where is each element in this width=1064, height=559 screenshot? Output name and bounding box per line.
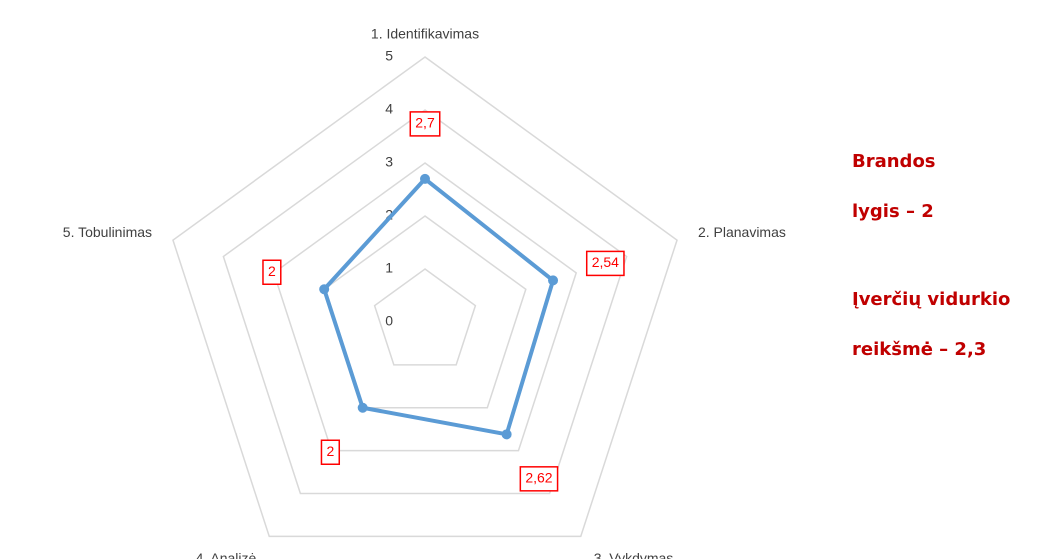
data-point [319, 284, 330, 295]
category-label: 5. Tobulinimas [63, 224, 152, 240]
grid-ring [222, 109, 628, 495]
y-tick-label: 2 [385, 207, 393, 223]
grid-ring [172, 56, 678, 538]
annotation: reikšmė – 2,3 [852, 339, 986, 360]
data-label: 2,62 [525, 470, 552, 486]
data-point [420, 173, 430, 184]
category-label: 1. Identifikavimas [371, 26, 479, 42]
annotation: lygis – 2 [852, 201, 934, 222]
y-tick-label: 3 [385, 154, 393, 170]
grid-ring [323, 215, 527, 409]
grid-ring [272, 162, 578, 452]
data-label: 2,54 [592, 254, 619, 270]
data-point [548, 275, 559, 286]
data-label-box [262, 259, 282, 285]
y-tick-label: 0 [385, 313, 393, 329]
y-tick-label: 5 [385, 48, 393, 64]
annotation: Įverčių vidurkio [852, 289, 1010, 310]
data-label-box [585, 250, 625, 277]
annotation: Brandos [852, 151, 936, 172]
data-point [501, 429, 512, 440]
data-label-box [409, 111, 441, 137]
y-tick-label: 4 [385, 101, 393, 117]
data-label-box [519, 466, 559, 492]
grid-ring [373, 268, 477, 366]
data-label: 2,7 [415, 115, 435, 131]
category-label: 4. Analizė [196, 550, 257, 559]
data-point [357, 402, 368, 413]
data-label: 2 [326, 443, 334, 459]
category-label: 2. Planavimas [698, 224, 786, 240]
category-label: 3. Vykdymas [594, 550, 674, 559]
y-tick-label: 1 [385, 260, 393, 276]
series-line [322, 176, 556, 437]
data-label-box [320, 439, 341, 466]
data-label: 2 [268, 263, 276, 279]
